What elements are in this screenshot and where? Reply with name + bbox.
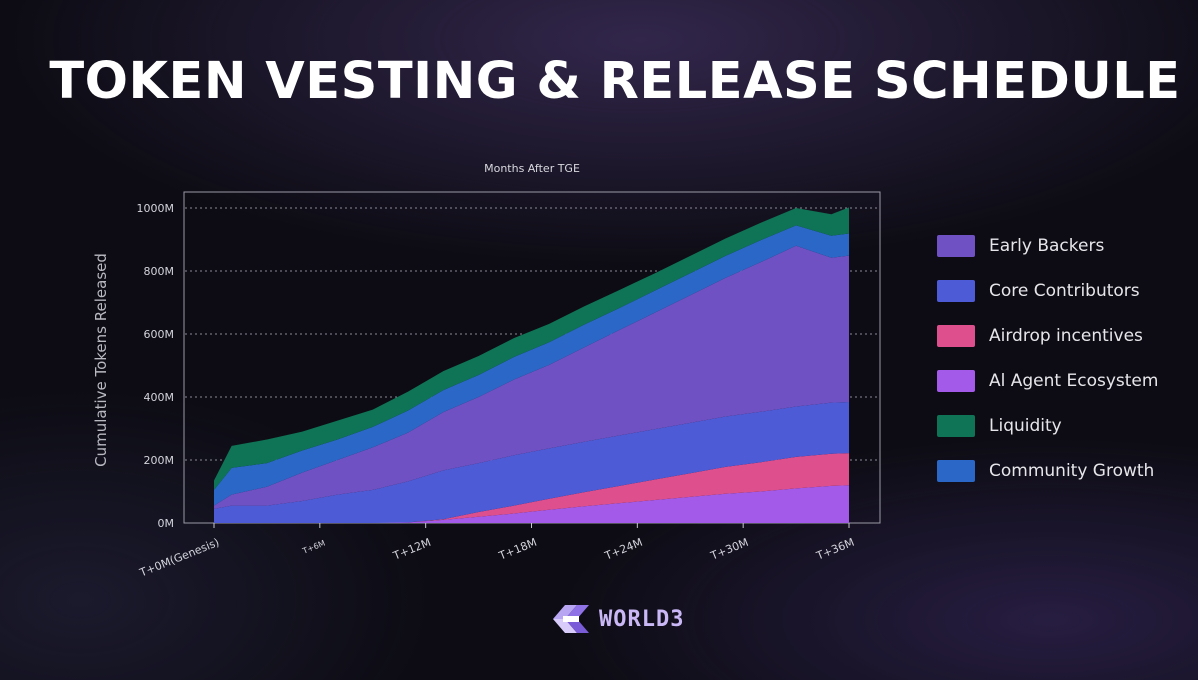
x-tick-label: T+30M — [708, 536, 750, 563]
y-tick-label: 200M — [144, 454, 175, 467]
y-tick-label: 400M — [144, 391, 175, 404]
legend-item-community-growth[interactable]: Community Growth — [937, 460, 1158, 505]
logo-wordmark: WORLD3 — [599, 606, 685, 632]
y-tick-label: 0M — [158, 517, 175, 530]
legend-label: Liquidity — [989, 416, 1062, 436]
area-airdrop-incentives — [214, 453, 849, 523]
legend-swatch — [937, 460, 975, 482]
legend-label: Core Contributors — [989, 281, 1140, 301]
page-title: TOKEN VESTING & RELEASE SCHEDULE — [49, 52, 1181, 111]
legend-swatch — [937, 370, 975, 392]
legend-swatch — [937, 280, 975, 302]
legend-label: Airdrop incentives — [989, 326, 1143, 346]
legend-swatch — [937, 325, 975, 347]
area-early-backers — [214, 245, 849, 509]
area-community-growth — [214, 225, 849, 506]
x-tick-label: T+0M(Genesis) — [137, 536, 221, 580]
x-tick-labels: T+0M(Genesis) T+6M T+12M T+18M T+24M T+30M T+3… — [137, 523, 856, 580]
area-core-contributors — [214, 402, 849, 523]
area-liquidity — [214, 207, 849, 490]
x-tick-label: T+36M — [814, 536, 856, 563]
legend-item-ai-agent-ecosystem[interactable]: Al Agent Ecosystem — [937, 370, 1158, 415]
y-axis-label: Cumulative Tokens Released — [92, 253, 110, 467]
chart-title: Months After TGE — [484, 162, 580, 175]
chart-legend: Early Backers Core Contributors Airdrop … — [937, 235, 1158, 505]
legend-swatch — [937, 235, 975, 257]
world3-logo-icon — [553, 605, 589, 633]
y-tick-label: 600M — [144, 328, 175, 341]
y-tick-labels: 0M 200M 400M 600M 800M 1000M — [137, 202, 175, 530]
y-tick-label: 800M — [144, 265, 175, 278]
legend-item-core-contributors[interactable]: Core Contributors — [937, 280, 1158, 325]
legend-item-early-backers[interactable]: Early Backers — [937, 235, 1158, 280]
legend-label: Al Agent Ecosystem — [989, 371, 1159, 391]
world3-logo: WORLD3 — [549, 599, 684, 639]
x-tick-label: T+12M — [390, 536, 432, 563]
legend-item-airdrop-incentives[interactable]: Airdrop incentives — [937, 325, 1158, 370]
legend-item-liquidity[interactable]: Liquidity — [937, 415, 1158, 460]
series-areas — [214, 207, 849, 523]
x-tick-label: T+24M — [602, 536, 644, 563]
legend-label: Community Growth — [989, 461, 1155, 481]
x-tick-label: T+6M — [300, 538, 326, 556]
area-ai-agent-ecosystem — [214, 485, 849, 523]
x-tick-label: T+18M — [496, 536, 538, 563]
legend-swatch — [937, 415, 975, 437]
legend-label: Early Backers — [989, 236, 1105, 256]
y-tick-label: 1000M — [137, 202, 175, 215]
